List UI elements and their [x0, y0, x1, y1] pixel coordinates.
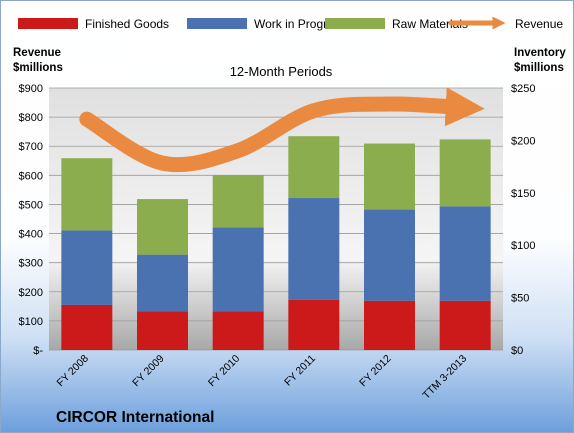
bar-raw-materials [61, 158, 113, 231]
bar-finished-goods [364, 300, 415, 350]
left-tick-label: $- [33, 345, 43, 357]
bar-finished-goods [137, 311, 188, 350]
left-tick-label: $400 [19, 229, 43, 241]
bar-raw-materials [137, 199, 188, 255]
left-tick-label: $500 [19, 199, 43, 211]
bar-work-in-progress [61, 230, 113, 305]
legend-swatch-raw-materials [325, 18, 385, 29]
right-tick-label: $200 [511, 135, 535, 147]
x-axis-ticks: FY 2008 FY 2009 FY 2010 FY 2011 FY 2012 TTM 3… [55, 353, 470, 402]
bar-finished-goods [288, 299, 340, 350]
legend-label-raw-materials: Raw Materials [392, 17, 468, 31]
chart-subtitle: 12-Month Periods [230, 64, 333, 79]
left-axis-ticks: $- $100 $200 $300 $400 $500 $600 $700 $800 $900 [19, 83, 44, 357]
left-tick-label: $300 [19, 258, 43, 270]
left-tick-label: $700 [19, 141, 43, 153]
bar-raw-materials [212, 174, 264, 228]
bar-finished-goods [61, 304, 113, 350]
bar-finished-goods [212, 311, 264, 350]
right-tick-label: $250 [511, 83, 535, 95]
left-tick-label: $600 [19, 170, 43, 182]
right-tick-label: $100 [511, 240, 535, 252]
bar-raw-materials [439, 139, 491, 207]
left-tick-label: $100 [19, 316, 43, 328]
legend-swatch-finished-goods [18, 18, 78, 29]
left-axis-title-line2: $millions [13, 62, 63, 74]
x-tick-label: TTM 3-2013 [420, 353, 469, 402]
legend-label-finished-goods: Finished Goods [85, 17, 169, 31]
x-tick-label: FY 2009 [130, 353, 167, 390]
company-name: CIRCOR International [56, 409, 214, 426]
bar-raw-materials [364, 143, 415, 210]
x-tick-label: FY 2010 [206, 353, 243, 390]
left-tick-label: $900 [19, 83, 43, 95]
right-axis-ticks: $0 $50 $100 $150 $200 $250 [511, 83, 535, 357]
x-tick-label: FY 2012 [357, 353, 394, 390]
right-axis-title-line1: Inventory [514, 47, 566, 59]
right-tick-label: $150 [511, 188, 535, 200]
legend-label-work-in-progress: Work in Progress [254, 17, 346, 31]
left-tick-label: $800 [19, 112, 43, 124]
bar-work-in-progress [212, 227, 264, 312]
right-tick-label: $50 [511, 293, 529, 305]
bar-work-in-progress [439, 206, 491, 301]
stacked-bars [61, 136, 491, 350]
revenue-arrow-line [79, 87, 485, 173]
legend-swatch-work-in-progress [187, 18, 247, 29]
gridlines [49, 87, 503, 351]
legend-label-revenue: Revenue [515, 17, 563, 31]
bar-work-in-progress [137, 254, 188, 312]
right-axis-title-line2: $millions [514, 62, 564, 74]
left-tick-label: $200 [19, 287, 43, 299]
bar-work-in-progress [288, 198, 340, 300]
bar-work-in-progress [364, 209, 415, 301]
left-axis-title-line1: Revenue [13, 47, 61, 59]
x-tick-label: FY 2011 [282, 353, 318, 389]
bar-finished-goods [439, 300, 491, 350]
right-tick-label: $0 [511, 345, 523, 357]
bar-raw-materials [288, 136, 340, 199]
x-tick-label: FY 2008 [55, 353, 92, 390]
legend: Finished Goods Work in Progress Raw Mate… [18, 16, 563, 31]
